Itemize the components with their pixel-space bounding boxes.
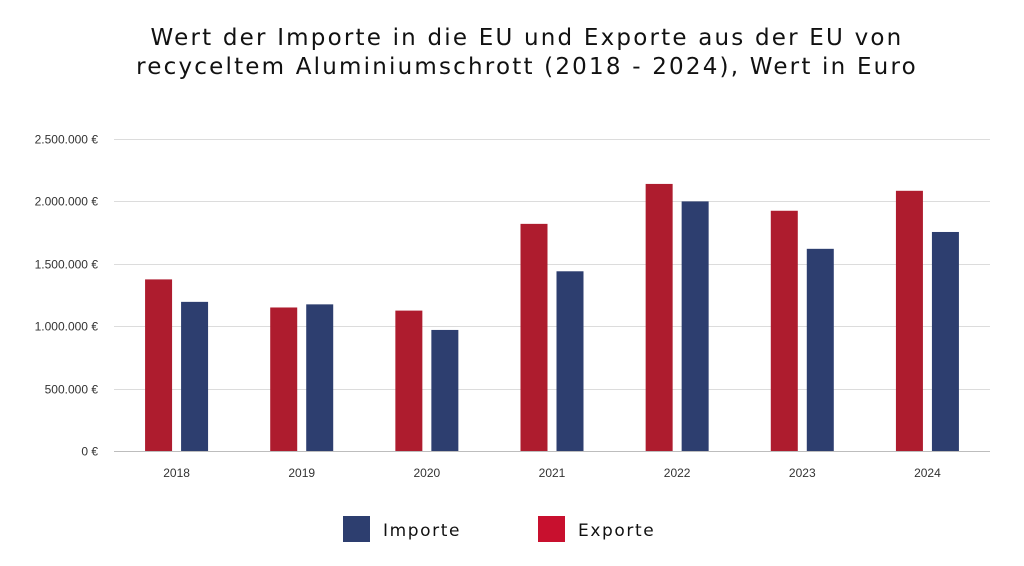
x-tick-label: 2023 [789, 466, 816, 480]
bar-importe-2021 [556, 271, 584, 451]
legend-label-importe: Importe [383, 521, 461, 541]
bar-importe-2024 [931, 231, 959, 451]
x-tick-label: 2018 [163, 466, 190, 480]
y-tick-label: 2.500.000 € [35, 133, 99, 147]
x-tick-label: 2022 [664, 466, 691, 480]
bar-exporte-2021 [520, 223, 548, 451]
chart-title-line-1: Wert der Importe in die EU und Exporte a… [151, 25, 904, 51]
legend-swatch-exporte [538, 516, 565, 542]
y-tick-label: 1.000.000 € [35, 320, 99, 334]
chart-title-line-2: recyceltem Aluminiumschrott (2018 - 2024… [136, 54, 918, 80]
x-tick-label: 2024 [914, 466, 941, 480]
bar-exporte-2022 [645, 183, 673, 452]
bars [145, 183, 959, 452]
bar-importe-2020 [431, 329, 459, 451]
legend-swatch-importe [343, 516, 370, 542]
y-tick-label: 0 € [81, 445, 98, 459]
y-tick-label: 1.500.000 € [35, 258, 99, 272]
bar-importe-2019 [306, 304, 334, 451]
bar-exporte-2019 [270, 307, 298, 451]
bar-exporte-2018 [145, 279, 173, 451]
x-tick-label: 2019 [288, 466, 315, 480]
bar-exporte-2024 [895, 190, 923, 452]
x-tick-label: 2021 [539, 466, 566, 480]
bar-importe-2018 [181, 301, 209, 451]
bar-exporte-2023 [770, 210, 798, 451]
y-tick-label: 2.000.000 € [35, 195, 99, 209]
y-axis: 0 € 500.000 € 1.000.000 € 1.500.000 € 2.000.… [35, 133, 99, 459]
x-tick-label: 2020 [414, 466, 441, 480]
bar-importe-2023 [806, 248, 834, 451]
legend: Importe Exporte [343, 516, 655, 542]
chart-title: Wert der Importe in die EU und Exporte a… [136, 25, 918, 80]
y-tick-label: 500.000 € [45, 383, 99, 397]
bar-exporte-2020 [395, 310, 423, 451]
grid [114, 139, 990, 452]
legend-label-exporte: Exporte [578, 521, 655, 541]
bar-importe-2022 [681, 201, 709, 451]
x-axis: 2018 2019 2020 2021 2022 2023 2024 [163, 466, 941, 480]
